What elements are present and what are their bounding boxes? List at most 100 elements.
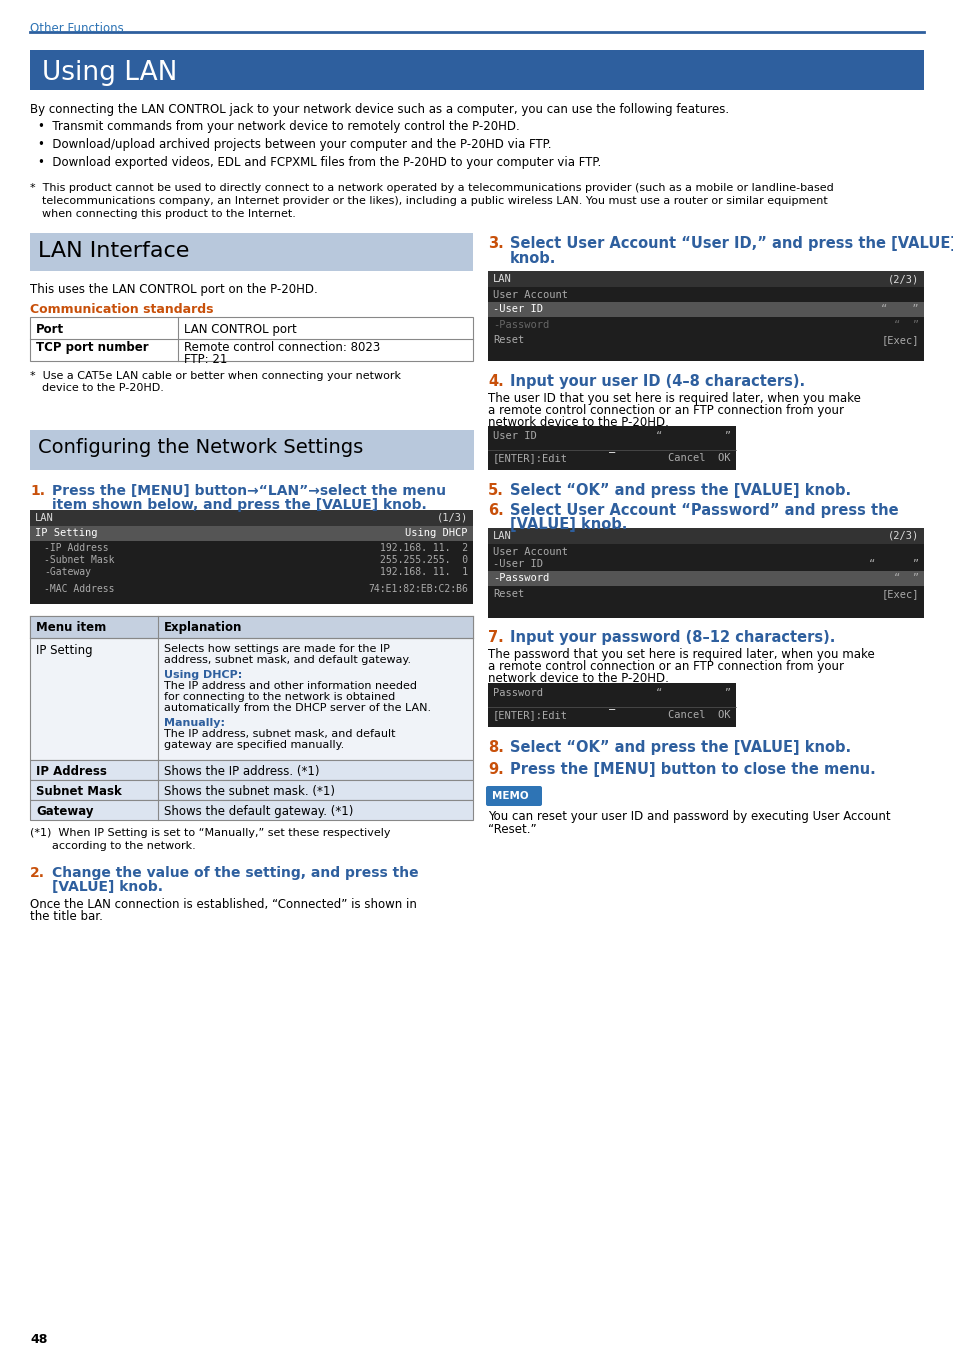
Text: LAN: LAN bbox=[35, 513, 53, 522]
Bar bbox=[30, 616, 473, 639]
Text: 74:E1:82:EB:C2:B6: 74:E1:82:EB:C2:B6 bbox=[368, 585, 468, 594]
Text: Password: Password bbox=[493, 688, 542, 698]
Text: [ENTER]:Edit: [ENTER]:Edit bbox=[493, 454, 567, 463]
Text: User Account: User Account bbox=[493, 290, 567, 300]
Text: when connecting this product to the Internet.: when connecting this product to the Inte… bbox=[42, 209, 295, 219]
Text: The IP address, subnet mask, and default: The IP address, subnet mask, and default bbox=[164, 729, 395, 738]
Text: Reset: Reset bbox=[493, 589, 524, 599]
Text: Remote control connection: 8023: Remote control connection: 8023 bbox=[184, 342, 380, 354]
Bar bbox=[30, 639, 473, 760]
Text: item shown below, and press the [VALUE] knob.: item shown below, and press the [VALUE] … bbox=[52, 498, 426, 512]
Bar bbox=[30, 760, 473, 780]
Bar bbox=[30, 616, 473, 639]
Text: Configuring the Network Settings: Configuring the Network Settings bbox=[38, 437, 363, 458]
Text: User ID: User ID bbox=[493, 431, 537, 441]
Text: telecommunications company, an Internet provider or the likes), including a publ: telecommunications company, an Internet … bbox=[42, 196, 827, 207]
Text: network device to the P-20HD.: network device to the P-20HD. bbox=[488, 416, 668, 429]
Text: “          ”: “ ” bbox=[656, 431, 730, 441]
Bar bbox=[30, 510, 473, 526]
Text: -User ID: -User ID bbox=[493, 304, 542, 315]
Bar bbox=[488, 683, 735, 728]
FancyBboxPatch shape bbox=[485, 786, 541, 806]
Text: 7.: 7. bbox=[488, 630, 503, 645]
Text: Select “OK” and press the [VALUE] knob.: Select “OK” and press the [VALUE] knob. bbox=[510, 740, 850, 755]
Text: IP Setting: IP Setting bbox=[35, 528, 97, 539]
Text: “          ”: “ ” bbox=[656, 688, 730, 698]
Text: [VALUE] knob.: [VALUE] knob. bbox=[510, 517, 627, 532]
Bar bbox=[30, 510, 473, 603]
Text: Once the LAN connection is established, “Connected” is shown in: Once the LAN connection is established, … bbox=[30, 898, 416, 911]
Text: [Exec]: [Exec] bbox=[881, 335, 918, 346]
Text: 192.168. 11.  2: 192.168. 11. 2 bbox=[379, 543, 468, 554]
Text: -IP Address: -IP Address bbox=[44, 543, 109, 554]
Text: 8.: 8. bbox=[488, 740, 503, 755]
Text: 4.: 4. bbox=[488, 374, 503, 389]
Text: network device to the P-20HD.: network device to the P-20HD. bbox=[488, 672, 668, 684]
Bar bbox=[30, 616, 473, 639]
Text: -Password: -Password bbox=[493, 320, 549, 329]
Text: Menu item: Menu item bbox=[36, 621, 106, 634]
Text: User Account: User Account bbox=[493, 547, 567, 558]
Text: LAN CONTROL port: LAN CONTROL port bbox=[184, 323, 296, 336]
Text: 3.: 3. bbox=[488, 236, 503, 251]
Text: automatically from the DHCP server of the LAN.: automatically from the DHCP server of th… bbox=[164, 703, 431, 713]
Bar bbox=[488, 528, 923, 618]
Bar bbox=[30, 50, 923, 90]
Bar bbox=[30, 801, 473, 819]
Text: 5.: 5. bbox=[488, 483, 503, 498]
Text: FTP: 21: FTP: 21 bbox=[184, 352, 227, 366]
Text: Port: Port bbox=[36, 323, 64, 336]
Bar bbox=[30, 780, 473, 801]
Bar bbox=[30, 234, 473, 271]
Text: “Reset.”: “Reset.” bbox=[488, 824, 536, 836]
Text: Explanation: Explanation bbox=[164, 621, 242, 634]
Text: gateway are specified manually.: gateway are specified manually. bbox=[164, 740, 344, 751]
Text: Other Functions: Other Functions bbox=[30, 22, 124, 35]
Text: Manually:: Manually: bbox=[164, 718, 225, 728]
Bar bbox=[30, 317, 473, 360]
Text: Input your user ID (4–8 characters).: Input your user ID (4–8 characters). bbox=[510, 374, 804, 389]
Text: By connecting the LAN CONTROL jack to your network device such as a computer, yo: By connecting the LAN CONTROL jack to yo… bbox=[30, 103, 728, 116]
Bar bbox=[30, 431, 474, 470]
Text: Cancel  OK: Cancel OK bbox=[668, 454, 730, 463]
Text: 192.168. 11.  1: 192.168. 11. 1 bbox=[379, 567, 468, 576]
Text: Input your password (8–12 characters).: Input your password (8–12 characters). bbox=[510, 630, 835, 645]
Text: -Subnet Mask: -Subnet Mask bbox=[44, 555, 114, 566]
Text: Using LAN: Using LAN bbox=[42, 59, 177, 86]
Text: knob.: knob. bbox=[510, 251, 556, 266]
Text: “      ”: “ ” bbox=[868, 559, 918, 568]
Text: address, subnet mask, and default gateway.: address, subnet mask, and default gatewa… bbox=[164, 655, 411, 666]
Text: (2/3): (2/3) bbox=[887, 531, 918, 541]
Text: 9.: 9. bbox=[488, 761, 503, 778]
Text: Gateway: Gateway bbox=[36, 805, 93, 818]
Bar bbox=[488, 302, 923, 317]
Text: The password that you set here is required later, when you make: The password that you set here is requir… bbox=[488, 648, 874, 662]
Text: -User ID: -User ID bbox=[493, 559, 542, 568]
Text: Select “OK” and press the [VALUE] knob.: Select “OK” and press the [VALUE] knob. bbox=[510, 483, 850, 498]
Text: IP Setting: IP Setting bbox=[36, 644, 92, 657]
Text: *  Use a CAT5e LAN cable or better when connecting your network: * Use a CAT5e LAN cable or better when c… bbox=[30, 371, 400, 381]
Bar bbox=[488, 528, 923, 544]
Text: a remote control connection or an FTP connection from your: a remote control connection or an FTP co… bbox=[488, 660, 843, 674]
Text: for connecting to the network is obtained: for connecting to the network is obtaine… bbox=[164, 693, 395, 702]
Text: TCP port number: TCP port number bbox=[36, 342, 149, 354]
Text: Cancel  OK: Cancel OK bbox=[668, 710, 730, 720]
Text: Shows the subnet mask. (*1): Shows the subnet mask. (*1) bbox=[164, 784, 335, 798]
Text: Press the [MENU] button→“LAN”→select the menu: Press the [MENU] button→“LAN”→select the… bbox=[52, 485, 446, 498]
Text: LAN: LAN bbox=[493, 274, 511, 284]
Text: IP Address: IP Address bbox=[36, 765, 107, 778]
Text: 1.: 1. bbox=[30, 485, 45, 498]
Text: •  Download/upload archived projects between your computer and the P-20HD via FT: • Download/upload archived projects betw… bbox=[38, 138, 551, 151]
Text: Subnet Mask: Subnet Mask bbox=[36, 784, 122, 798]
Text: Change the value of the setting, and press the: Change the value of the setting, and pre… bbox=[52, 865, 418, 880]
Text: Shows the default gateway. (*1): Shows the default gateway. (*1) bbox=[164, 805, 353, 818]
Text: Shows the IP address. (*1): Shows the IP address. (*1) bbox=[164, 765, 319, 778]
Text: (2/3): (2/3) bbox=[887, 274, 918, 284]
Text: You can reset your user ID and password by executing User Account: You can reset your user ID and password … bbox=[488, 810, 890, 824]
Text: (*1)  When IP Setting is set to “Manually,” set these respectively: (*1) When IP Setting is set to “Manually… bbox=[30, 828, 390, 838]
Text: •  Transmit commands from your network device to remotely control the P-20HD.: • Transmit commands from your network de… bbox=[38, 120, 519, 134]
Text: according to the network.: according to the network. bbox=[52, 841, 195, 850]
Text: 255.255.255.  0: 255.255.255. 0 bbox=[379, 555, 468, 566]
Text: a remote control connection or an FTP connection from your: a remote control connection or an FTP co… bbox=[488, 404, 843, 417]
Text: (1/3): (1/3) bbox=[436, 513, 468, 522]
